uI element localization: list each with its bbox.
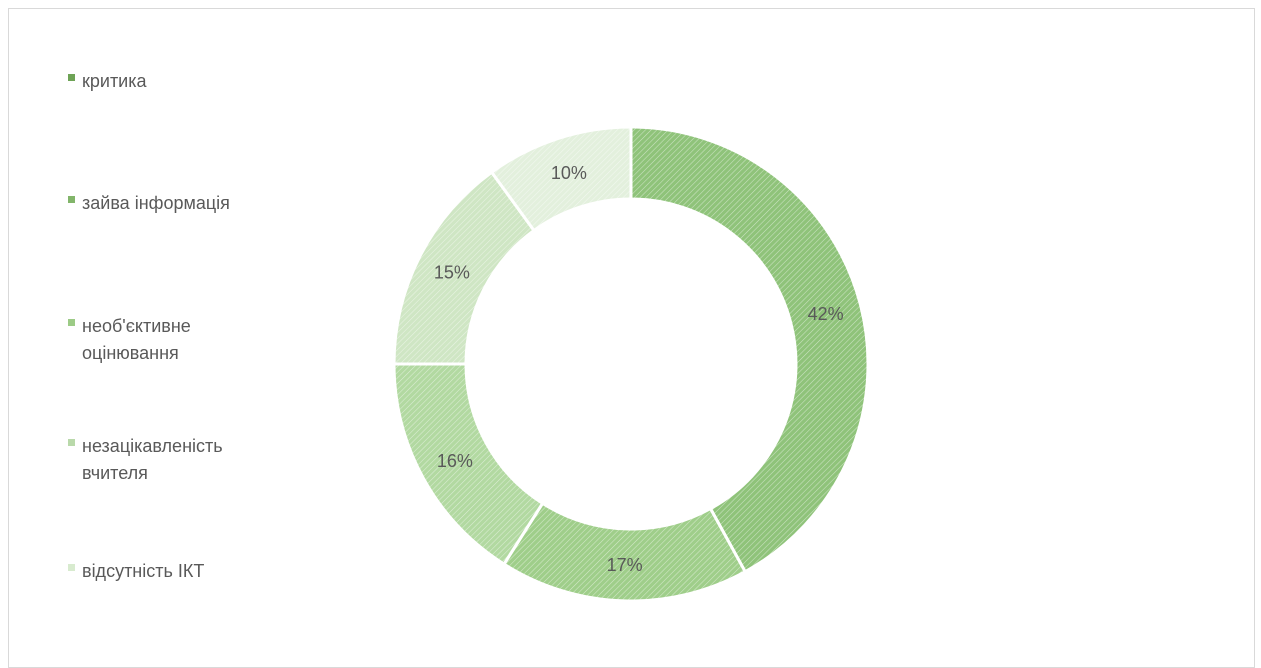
- legend-label: критика: [82, 71, 147, 91]
- slice-data-label: 42%: [808, 304, 844, 324]
- legend-item-neobiektyvne-otsiniuvannia: необ'єктивне оцінювання: [68, 313, 282, 367]
- slice-data-label: 10%: [551, 163, 587, 183]
- donut-slice: [501, 501, 748, 603]
- donut-slice: [489, 125, 633, 233]
- slice-data-label: 15%: [434, 263, 470, 283]
- legend-swatch: [68, 319, 75, 326]
- legend-label: відсутність ІКТ: [82, 561, 205, 581]
- chart-legend: критика зайва інформація необ'єктивне оц…: [68, 0, 328, 652]
- legend-item-kritika: критика: [68, 68, 282, 95]
- slice-data-label: 17%: [607, 555, 643, 575]
- legend-swatch: [68, 564, 75, 571]
- legend-item-nezatsikavlenist-vchytelia: незацікавленість вчителя: [68, 433, 282, 487]
- donut-chart: 42% 17% 16% 15% 10%: [392, 125, 870, 603]
- legend-swatch: [68, 439, 75, 446]
- donut-labels: 42% 17% 16% 15% 10%: [434, 163, 844, 575]
- legend-item-zaiva-informatsiia: зайва інформація: [68, 190, 282, 217]
- legend-label: необ'єктивне оцінювання: [82, 316, 191, 363]
- donut-slice: [629, 125, 870, 574]
- legend-label: зайва інформація: [82, 193, 230, 213]
- legend-swatch: [68, 74, 75, 81]
- donut-slices: [392, 125, 870, 603]
- legend-label: незацікавленість вчителя: [82, 436, 223, 483]
- legend-item-vidsutnist-ikt: відсутність ІКТ: [68, 558, 282, 585]
- slice-data-label: 16%: [437, 451, 473, 471]
- legend-swatch: [68, 196, 75, 203]
